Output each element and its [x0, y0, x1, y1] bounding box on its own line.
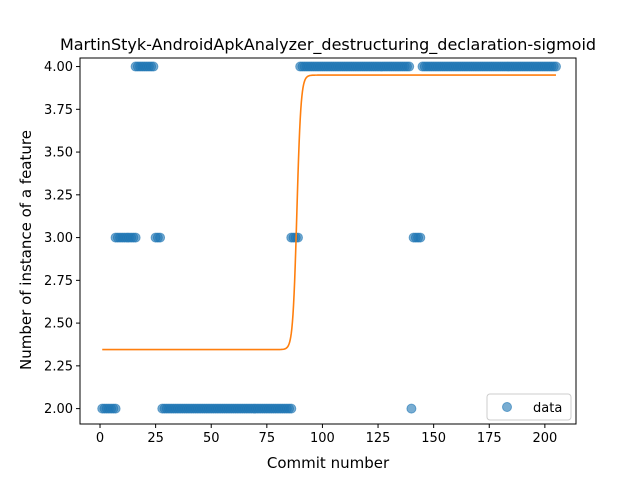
x-tick-label: 100 [310, 431, 335, 446]
plot-area [97, 61, 561, 414]
y-axis-label: Number of instance of a feature [17, 130, 35, 370]
data-point [415, 232, 426, 243]
data-point [404, 61, 415, 72]
data-point [406, 403, 417, 414]
y-tick-label: 2.75 [44, 274, 73, 289]
y-tick-label: 2.00 [44, 402, 73, 417]
axes-frame [79, 57, 577, 425]
data-point [155, 232, 166, 243]
x-tick-label: 150 [421, 431, 446, 446]
data-point [130, 232, 141, 243]
legend-label-data: data [533, 401, 562, 416]
data-point [286, 403, 297, 414]
legend-marker-data [502, 402, 512, 412]
y-tick-label: 3.25 [44, 188, 73, 203]
data-point [550, 61, 561, 72]
x-tick-label: 75 [259, 431, 276, 446]
y-tick-label: 4.00 [44, 60, 73, 75]
y-tick-label: 3.00 [44, 231, 73, 246]
x-axis-label: Commit number [267, 454, 390, 472]
x-tick-label: 50 [203, 431, 220, 446]
y-axis: 2.00 2.25 2.50 2.75 3.00 3.25 3.50 3.75 4.00 [44, 60, 80, 417]
x-tick-label: 175 [477, 431, 502, 446]
x-tick-label: 25 [147, 431, 164, 446]
y-tick-label: 2.50 [44, 317, 73, 332]
x-tick-label: 125 [366, 431, 391, 446]
data-point [148, 61, 159, 72]
legend: data [486, 393, 572, 421]
y-tick-label: 3.50 [44, 146, 73, 161]
legend-box [486, 393, 572, 421]
y-tick-label: 2.25 [44, 359, 73, 374]
y-tick-label: 3.75 [44, 103, 73, 118]
chart-title: MartinStyk-AndroidApkAnalyzer_destructur… [60, 35, 596, 55]
data-point [292, 232, 303, 243]
x-axis: 0 25 50 75 100 125 150 175 200 [96, 424, 557, 446]
data-point [110, 403, 121, 414]
x-tick-label: 0 [96, 431, 104, 446]
x-tick-label: 200 [532, 431, 557, 446]
sigmoid-fit-line [102, 74, 556, 351]
